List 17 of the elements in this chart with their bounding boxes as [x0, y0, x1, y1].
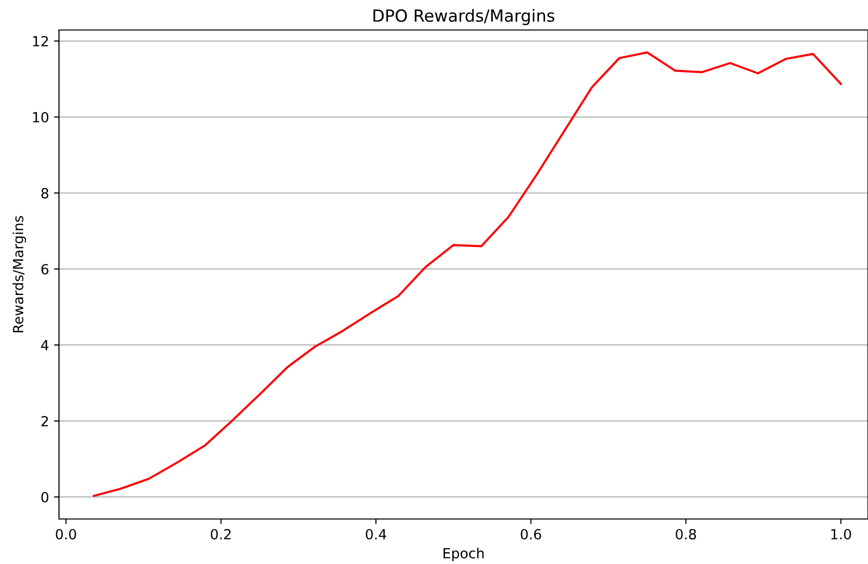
y-tick-label: 2	[41, 416, 48, 426]
x-tick-label: 1.0	[831, 528, 851, 540]
x-tick-label: 0.8	[676, 528, 696, 540]
y-tick-label: 4	[41, 340, 48, 350]
line-series	[92, 51, 842, 497]
chart-title: DPO Rewards/Margins	[373, 9, 554, 26]
y-tick-label: 0	[41, 492, 48, 502]
y-tick-label: 10	[33, 112, 48, 122]
y-axis-title: Rewards/Margins	[12, 216, 26, 332]
x-tick-label: 0.6	[520, 528, 542, 540]
y-tick-label: 8	[41, 188, 48, 198]
y-tick-label: 12	[33, 36, 48, 46]
x-axis-title: Epoch	[444, 548, 484, 562]
x-tick-label: 0.0	[56, 528, 76, 540]
y-tick-label: 6	[41, 264, 48, 274]
x-tick-label: 0.2	[210, 528, 231, 540]
x-tick-label: 0.4	[366, 528, 386, 540]
